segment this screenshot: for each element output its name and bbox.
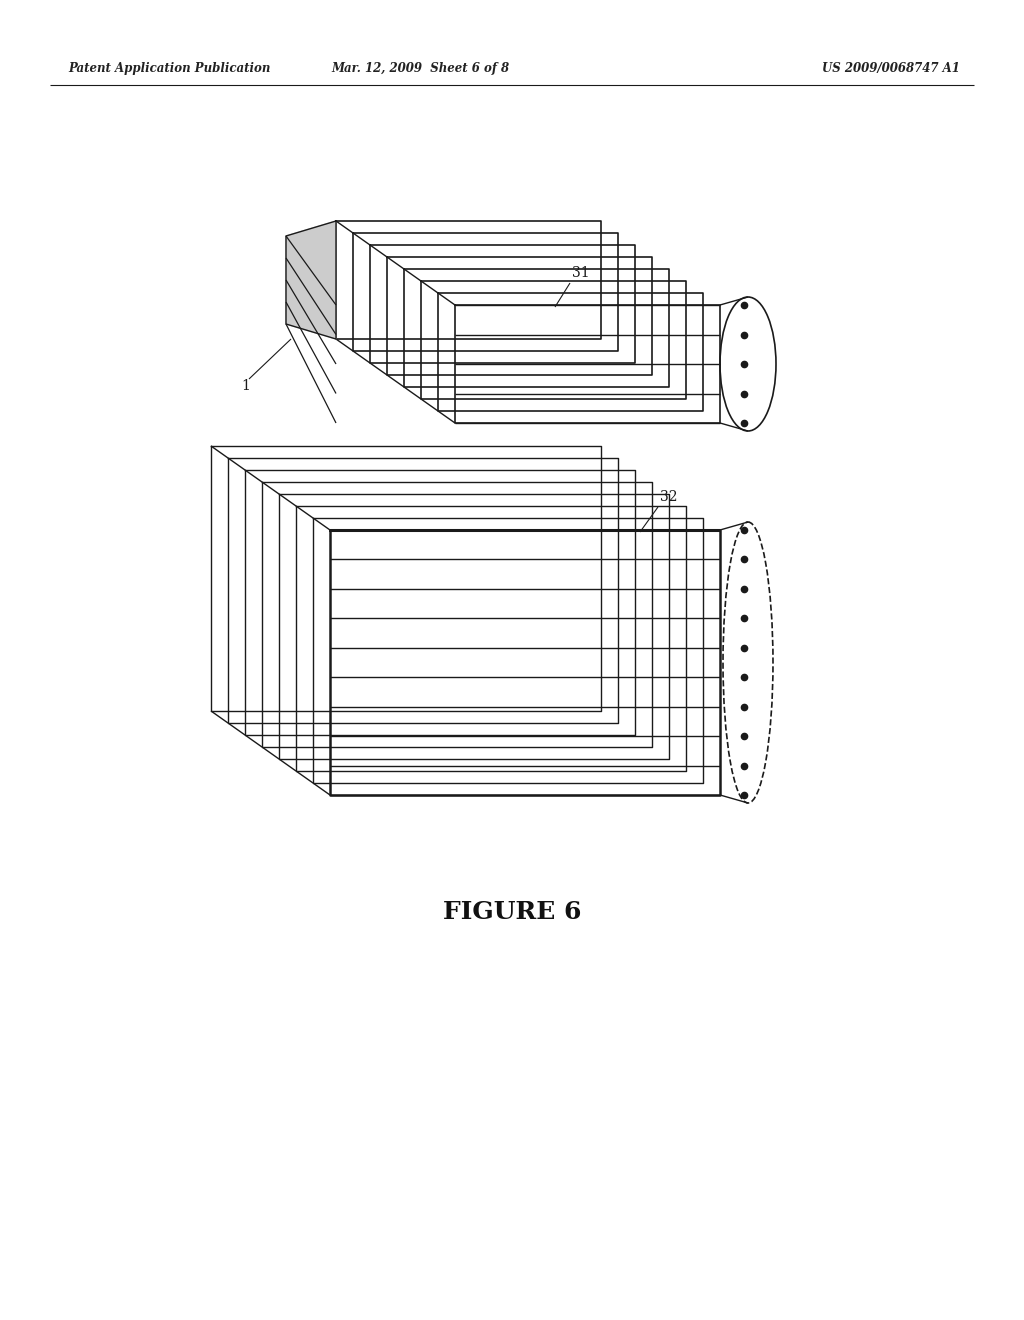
Text: US 2009/0068747 A1: US 2009/0068747 A1 [822,62,961,75]
Text: 31: 31 [572,267,590,280]
Text: Patent Application Publication: Patent Application Publication [68,62,270,75]
Text: Mar. 12, 2009  Sheet 6 of 8: Mar. 12, 2009 Sheet 6 of 8 [331,62,509,75]
Polygon shape [286,220,336,339]
Text: FIGURE 6: FIGURE 6 [442,900,582,924]
Text: 32: 32 [660,490,678,504]
Text: 1: 1 [241,379,250,393]
